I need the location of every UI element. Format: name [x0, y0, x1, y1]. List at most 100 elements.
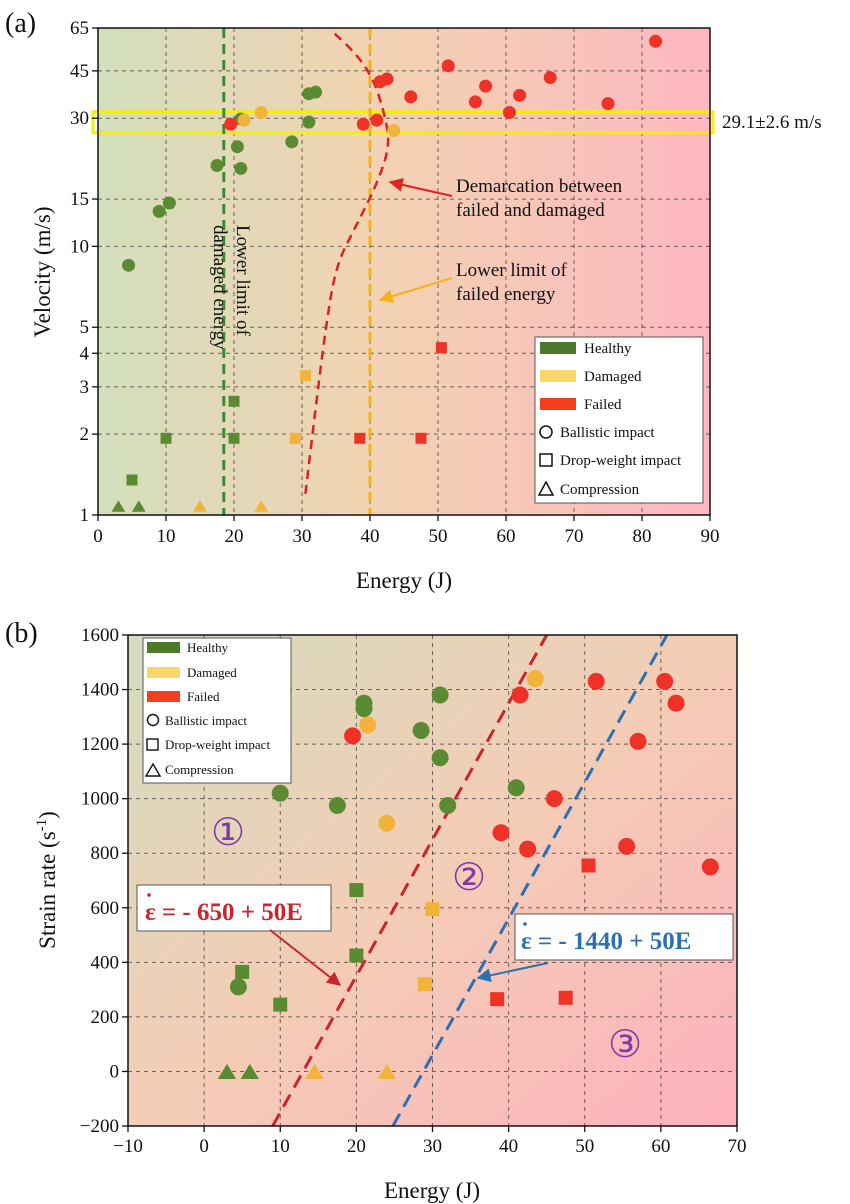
legend-healthy-label: Healthy	[584, 341, 632, 357]
legend-b-drop-square-icon	[146, 738, 159, 751]
legend-drop-square-icon	[539, 453, 553, 467]
panel-a-legend-box	[534, 336, 704, 504]
velocity-band-label: 29.1±2.6 m/s	[722, 112, 822, 133]
y-tick-label: 45	[70, 61, 89, 82]
point-failed-circle	[543, 71, 557, 85]
region-1-marker: ①	[211, 812, 245, 854]
point-failed-circle	[601, 97, 615, 111]
y-tick-label: 3	[80, 377, 90, 398]
panel-a-y-axis-label: Velocity (m/s)	[30, 207, 55, 338]
point-failed-square	[354, 432, 366, 444]
point-healthy-square	[273, 997, 288, 1012]
point-failed-circle	[587, 672, 605, 690]
x-tick-label: 90	[701, 526, 720, 547]
point-failed-circle	[667, 694, 685, 712]
x-tick-label: 40	[361, 526, 380, 547]
point-failed-circle	[492, 824, 510, 842]
x-tick-label: 10	[157, 526, 176, 547]
panel-b-data-points	[217, 670, 719, 1080]
red-equation-arrow	[269, 929, 342, 986]
point-healthy-triangle	[240, 1063, 259, 1080]
point-healthy-circle	[355, 700, 373, 718]
annDemarc-line: failed and damaged	[456, 200, 605, 221]
x-tick-label: 0	[199, 1136, 209, 1157]
point-damaged-circle	[387, 123, 401, 137]
blue-fit-line	[391, 634, 669, 1127]
panel-b: (b) −10 0 10 20 30 40 50 60 70 −200 0 200 400 600 800 1…	[5, 618, 747, 1203]
blue-equation-dot-icon	[523, 922, 527, 926]
y-tick-label: 1000	[81, 789, 119, 810]
y-tick-label: 1200	[81, 734, 119, 755]
panel-a-x-axis-label: Energy (J)	[356, 568, 452, 593]
legend-damaged-label: Damaged	[584, 369, 642, 385]
legend-b-compression-label: Compression	[165, 762, 234, 777]
point-damaged-square	[289, 432, 301, 444]
point-healthy-circle	[431, 749, 449, 767]
point-damaged-square	[299, 370, 311, 382]
panel-b-legend: Healthy Damaged Failed Ballistic impact …	[142, 637, 292, 784]
point-failed-circle	[511, 686, 529, 704]
legend-b-healthy-swatch	[147, 642, 180, 653]
annFailed-line: Lower limit of	[456, 260, 567, 281]
point-failed-square	[435, 342, 447, 354]
legend-compression-label: Compression	[560, 482, 640, 498]
point-healthy-triangle	[131, 500, 146, 512]
velocity-band-box	[91, 110, 715, 135]
y-tick-label: 4	[80, 343, 90, 364]
legend-failed-swatch	[540, 398, 576, 410]
point-failed-circle	[502, 106, 516, 120]
panel-a-limit-lines	[91, 28, 715, 515]
point-failed-circle	[649, 34, 663, 48]
x-tick-label: 20	[347, 1136, 366, 1157]
x-tick-label: 70	[565, 526, 584, 547]
blue-equation-label: ε = - 1440 + 50E	[521, 928, 691, 955]
panel-b-y-axis-label-main: Strain rate (s	[35, 831, 60, 949]
point-healthy-circle	[507, 779, 525, 797]
point-failed-circle	[344, 727, 362, 745]
point-failed-circle	[468, 95, 482, 109]
point-damaged-circle	[378, 814, 396, 832]
y-tick-label: 65	[70, 18, 89, 39]
point-failed-circle	[629, 732, 647, 750]
y-tick-label: 0	[110, 1061, 120, 1082]
legend-compression-triangle-icon	[537, 480, 555, 496]
panel-b-y-axis-label-end: )	[35, 811, 60, 819]
failed-limit-annotation: Lower limit of failed energy	[456, 260, 567, 305]
legend-ballistic-label: Ballistic impact	[560, 425, 655, 441]
point-healthy-circle	[412, 721, 430, 739]
point-failed-circle	[479, 79, 493, 93]
panel-a-axes-frame	[97, 27, 711, 516]
x-tick-label: 10	[271, 1136, 290, 1157]
region-3-marker: ③	[608, 1024, 642, 1066]
red-equation-dot-icon	[147, 893, 151, 897]
point-healthy-circle	[302, 115, 316, 129]
x-tick-label: 40	[499, 1136, 518, 1157]
point-damaged-square	[417, 977, 432, 992]
y-tick-label: 5	[80, 317, 90, 338]
panel-b-ticks: −10 0 10 20 30 40 50 60 70 −200 0 200 400 600 800 1000 1…	[80, 625, 747, 1157]
legend-b-ballistic-circle-icon	[146, 713, 160, 727]
point-healthy-triangle	[111, 500, 126, 512]
x-tick-label: 60	[497, 526, 516, 547]
y-tick-label: 1400	[81, 680, 119, 701]
point-healthy-circle	[122, 258, 136, 272]
x-tick-label: 50	[429, 526, 448, 547]
point-healthy-square	[228, 432, 240, 444]
point-failed-circle	[618, 837, 636, 855]
point-damaged-circle	[237, 113, 251, 127]
annDamaged-line: damaged energy	[209, 225, 230, 350]
legend-b-healthy-label: Healthy	[187, 640, 229, 655]
demarcation-arrow	[388, 177, 453, 197]
point-healthy-circle	[328, 796, 346, 814]
legend-b-failed-label: Failed	[187, 689, 220, 704]
region-2-marker: ②	[452, 857, 486, 899]
point-failed-square	[581, 858, 596, 873]
demarcation-annotation: Demarcation between failed and damaged	[456, 176, 623, 221]
panel-b-fit-lines	[271, 634, 669, 1127]
point-damaged-triangle	[254, 500, 269, 512]
x-tick-label: 30	[423, 1136, 442, 1157]
panel-b-y-axis-label-sup: -1	[34, 819, 50, 832]
point-healthy-circle	[152, 204, 166, 218]
legend-b-ballistic-label: Ballistic impact	[165, 713, 247, 728]
